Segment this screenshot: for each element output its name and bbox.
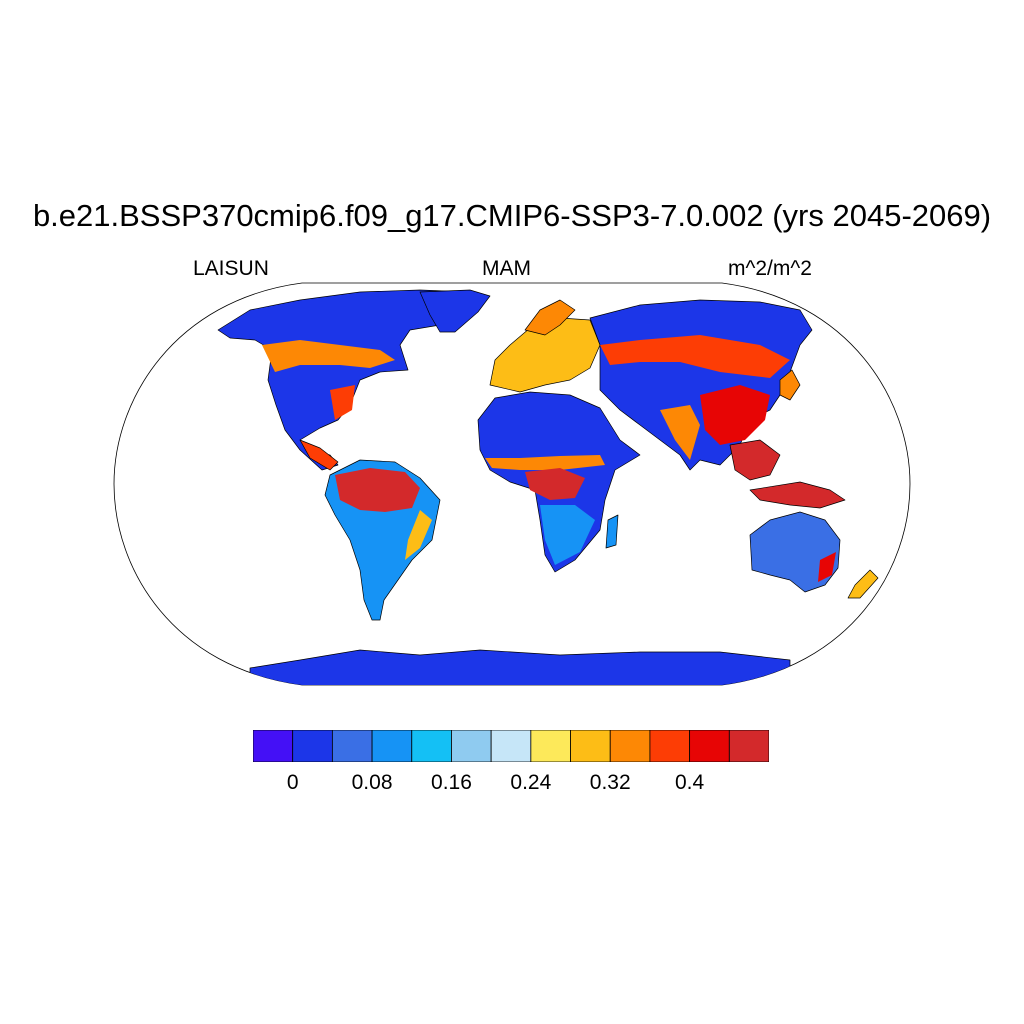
colorbar-swatch (649, 729, 691, 763)
map-title: b.e21.BSSP370cmip6.f09_g17.CMIP6-SSP3-7.… (32, 198, 992, 233)
colorbar-tick-label: 0.16 (431, 771, 472, 794)
indonesia (749, 481, 846, 509)
variable-label: LAISUN (193, 257, 269, 280)
colorbar-tick-label: 0.4 (675, 771, 705, 794)
colorbar-swatch (530, 729, 571, 763)
colorbar-swatch (490, 729, 532, 763)
japan (779, 369, 801, 401)
central-america (299, 439, 339, 471)
australia (749, 511, 841, 593)
season-label: MAM (482, 257, 531, 280)
colorbar (252, 729, 770, 763)
colorbar-swatch (292, 729, 333, 763)
greenland (419, 289, 491, 333)
boreal-na (262, 340, 395, 372)
colorbar-tick-label: 0.08 (351, 771, 393, 794)
sahel (485, 455, 605, 470)
south-africa (540, 505, 595, 565)
east-us (330, 385, 355, 420)
colorbar-swatch (371, 729, 413, 763)
antarctica (249, 649, 791, 685)
units-label: m^2/m^2 (728, 257, 812, 280)
colorbar-swatch (331, 729, 373, 763)
sa-coast (405, 510, 432, 560)
colorbar-swatch (609, 729, 651, 763)
amazon (335, 468, 420, 512)
colorbar-tick-label: 0.32 (589, 771, 631, 794)
colorbar-swatch (570, 729, 611, 763)
colorbar-swatch (451, 729, 492, 763)
colorbar-swatch (689, 729, 730, 763)
colorbar-swatch (728, 729, 770, 763)
australia-coast (818, 552, 836, 582)
colorbar-swatch (411, 729, 452, 763)
central-africa (525, 468, 585, 500)
new-zealand (847, 569, 879, 599)
scandinavia (524, 299, 576, 336)
madagascar (605, 514, 619, 549)
colorbar-swatch (252, 729, 294, 763)
boreal-asia (600, 335, 790, 378)
east-asia (700, 385, 770, 445)
colorbar-tick-label: 0.24 (510, 771, 552, 794)
india (660, 405, 700, 460)
colorbar-tick-label: 0 (286, 771, 299, 794)
southeast-asia (729, 439, 781, 481)
colorbar-swatches (252, 729, 770, 763)
